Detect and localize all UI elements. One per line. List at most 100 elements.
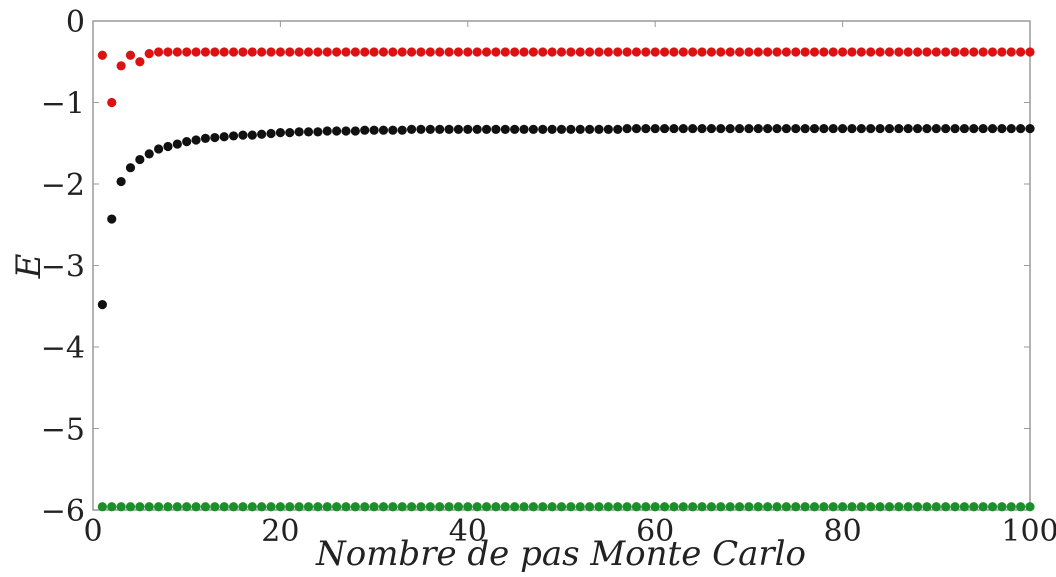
data-point — [191, 47, 201, 57]
data-points — [97, 47, 1035, 512]
data-point — [350, 502, 360, 512]
series-3 — [97, 502, 1035, 512]
data-point — [397, 47, 407, 57]
data-point — [125, 502, 136, 512]
data-point — [182, 137, 192, 147]
data-point — [875, 123, 885, 134]
data-point — [838, 502, 848, 512]
data-point — [378, 47, 389, 57]
data-point — [519, 124, 529, 134]
data-point — [528, 502, 538, 512]
data-point — [922, 47, 932, 57]
data-point — [275, 47, 285, 57]
data-point — [313, 502, 323, 512]
data-point — [622, 502, 632, 512]
data-point — [678, 123, 688, 134]
data-point — [912, 502, 923, 512]
data-point — [200, 133, 211, 143]
data-point — [706, 502, 717, 512]
data-point — [753, 123, 763, 134]
data-point — [210, 47, 220, 57]
data-point — [744, 123, 754, 134]
data-point — [800, 47, 810, 57]
data-point — [1025, 47, 1035, 57]
data-point — [706, 123, 717, 134]
data-point — [472, 124, 482, 134]
data-point — [847, 502, 857, 512]
data-point — [172, 47, 182, 57]
data-point — [978, 502, 988, 512]
data-point — [941, 123, 951, 134]
data-point — [481, 124, 492, 134]
y-axis-label: E — [9, 253, 49, 279]
data-point — [688, 502, 698, 512]
data-point — [688, 47, 698, 57]
data-point — [716, 123, 726, 134]
data-point — [285, 47, 295, 57]
data-point — [360, 502, 370, 512]
data-point — [491, 124, 501, 134]
data-point — [650, 123, 660, 134]
x-tick-label: 0 — [83, 514, 102, 549]
data-point — [153, 47, 164, 57]
data-point — [547, 47, 557, 57]
data-point — [332, 502, 342, 512]
data-point — [491, 47, 501, 57]
data-point — [172, 502, 182, 512]
data-point — [388, 502, 398, 512]
data-point — [116, 61, 126, 71]
data-point — [463, 502, 473, 512]
data-point — [753, 502, 763, 512]
data-point — [866, 502, 876, 512]
data-point — [631, 47, 642, 57]
data-point — [613, 47, 623, 57]
data-point — [969, 123, 979, 134]
data-point — [772, 47, 782, 57]
data-point — [931, 47, 941, 57]
data-point — [809, 502, 820, 512]
data-point — [416, 502, 426, 512]
data-point — [856, 502, 866, 512]
data-point — [997, 502, 1007, 512]
y-tick-label: −2 — [41, 168, 85, 203]
data-point — [219, 502, 229, 512]
data-point — [275, 502, 285, 512]
data-point — [838, 123, 848, 134]
data-point — [1006, 47, 1016, 57]
data-point — [144, 149, 154, 159]
data-point — [744, 47, 754, 57]
data-point — [425, 502, 435, 512]
data-point — [941, 47, 951, 57]
data-point — [650, 502, 660, 512]
data-point — [116, 502, 126, 512]
data-point — [678, 502, 688, 512]
data-point — [153, 144, 164, 154]
data-point — [763, 47, 773, 57]
data-point — [416, 47, 426, 57]
data-point — [894, 47, 904, 57]
data-point — [519, 47, 529, 57]
data-point — [144, 502, 154, 512]
data-point — [369, 47, 379, 57]
data-point — [959, 47, 970, 57]
data-point — [397, 502, 407, 512]
data-point — [238, 502, 248, 512]
data-point — [510, 47, 520, 57]
data-point — [875, 502, 885, 512]
data-point — [688, 123, 698, 134]
data-point — [828, 123, 838, 134]
data-point — [285, 502, 295, 512]
data-point — [969, 47, 979, 57]
data-point — [463, 47, 473, 57]
data-point — [303, 127, 314, 137]
data-point — [107, 97, 117, 108]
data-point — [791, 123, 801, 134]
data-point — [500, 47, 510, 57]
data-point — [997, 123, 1007, 134]
data-point — [510, 124, 520, 134]
data-point — [594, 47, 604, 57]
data-point — [1025, 123, 1035, 134]
data-point — [706, 47, 717, 57]
data-point — [734, 123, 745, 134]
data-point — [884, 47, 895, 57]
